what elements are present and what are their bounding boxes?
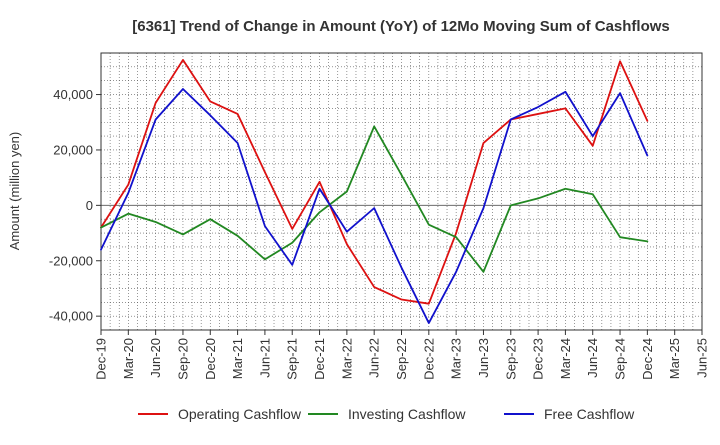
series-line-investing-cashflow [100, 125, 649, 273]
x-tick-label: Mar-23 [449, 338, 464, 379]
legend: Operating Cashflow Investing Cashflow Free… [138, 406, 635, 422]
chart-title: [6361] Trend of Change in Amount (YoY) o… [132, 18, 670, 35]
x-tick-label: Dec-23 [531, 338, 546, 380]
x-tick-label: Jun-25 [695, 338, 710, 378]
x-tick-label: Dec-20 [203, 338, 218, 380]
y-tick-label: 0 [86, 198, 93, 213]
series-line-operating-cashflow [100, 59, 649, 305]
legend-item-operating-cashflow: Operating Cashflow [138, 406, 302, 422]
x-tick-label: Jun-23 [476, 338, 491, 378]
x-tick-label: Jun-20 [148, 338, 163, 378]
x-tick-label: Jun-21 [257, 338, 272, 378]
y-tick-label: -20,000 [49, 253, 93, 268]
legend-item-free-cashflow: Free Cashflow [504, 406, 635, 422]
x-tick-label: Sep-24 [613, 338, 628, 380]
x-tick-label: Mar-22 [339, 338, 354, 379]
x-tick-label: Sep-22 [394, 338, 409, 380]
y-tick-label: 40,000 [53, 87, 93, 102]
x-tick-label: Mar-25 [667, 338, 682, 379]
series-line-free-cashflow [100, 88, 649, 324]
x-tick-label: Mar-20 [121, 338, 136, 379]
x-tick-label: Jun-24 [585, 338, 600, 378]
x-tick-label: Mar-21 [230, 338, 245, 379]
x-tick-label: Dec-22 [421, 338, 436, 380]
x-tick-label: Jun-22 [367, 338, 382, 378]
x-tick-label: Dec-24 [640, 338, 655, 380]
y-tick-label: 20,000 [53, 142, 93, 157]
x-tick-label: Dec-21 [312, 338, 327, 380]
y-axis-label: Amount (million yen) [7, 132, 22, 251]
legend-item-investing-cashflow: Investing Cashflow [308, 406, 466, 422]
x-tick-label: Sep-20 [175, 338, 190, 380]
y-tick-label: -40,000 [49, 309, 93, 324]
legend-label-operating-cashflow: Operating Cashflow [178, 406, 302, 422]
legend-label-free-cashflow: Free Cashflow [544, 406, 635, 422]
x-tick-label: Sep-23 [503, 338, 518, 380]
x-tick-label: Sep-21 [285, 338, 300, 380]
x-tick-label: Dec-19 [94, 338, 109, 380]
x-tick-label: Mar-24 [558, 338, 573, 379]
legend-label-investing-cashflow: Investing Cashflow [348, 406, 466, 422]
